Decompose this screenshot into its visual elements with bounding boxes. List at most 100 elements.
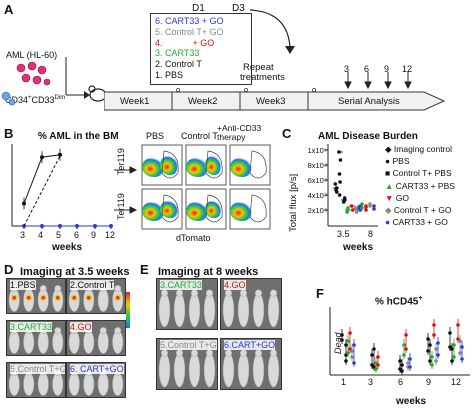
c-xtick-35: 3.5 bbox=[337, 229, 350, 239]
c-legend-item: ▲ CART33 + PBS bbox=[385, 180, 473, 192]
c-legend-marker-icon: ● bbox=[385, 217, 393, 227]
panel-d-letter: D bbox=[4, 262, 13, 277]
c-point bbox=[345, 210, 349, 214]
c-legend-label: CART33 + GO bbox=[393, 217, 448, 227]
treatments-label: treatments bbox=[240, 72, 285, 83]
c-point bbox=[360, 202, 364, 206]
mouse-image-tile: 5.Control T+GO bbox=[156, 338, 218, 390]
panel-e-letter: E bbox=[140, 262, 149, 277]
c-point bbox=[333, 182, 337, 186]
b-xtick-6: 6 bbox=[74, 230, 79, 240]
b-point bbox=[58, 224, 62, 228]
f-xtick-1: 1 bbox=[341, 377, 346, 387]
c-point bbox=[364, 205, 368, 209]
serial-analysis-label: Serial Analysis bbox=[338, 96, 400, 107]
mouse-image-tile: 3.CART33 bbox=[156, 278, 218, 330]
c-legend-label: Control T+ PBS bbox=[393, 168, 452, 178]
b-xtick-3: 3 bbox=[20, 230, 25, 240]
c-xlabel: weeks bbox=[343, 242, 373, 253]
mouse-group-label: 6. CART+GO bbox=[70, 364, 124, 374]
mouse-group-label: 4.GO bbox=[70, 322, 92, 332]
week3-label: Week3 bbox=[256, 96, 285, 107]
week2-label: Week2 bbox=[188, 96, 217, 107]
aml-cells-icon bbox=[12, 60, 52, 88]
treatment-legend-item: 6. CART33 + GO bbox=[155, 16, 251, 27]
c-legend-item: ● CART33 + GO bbox=[385, 216, 473, 228]
c-point bbox=[360, 206, 364, 210]
serial-tick-6: 6 bbox=[364, 64, 369, 74]
flow-col-control-t: Control T bbox=[181, 131, 218, 141]
mouse-image-tile: 5.Control T+GO bbox=[6, 362, 66, 398]
treatment-arrow-icon bbox=[248, 8, 308, 56]
mouse-image-tile: 4.GO bbox=[66, 320, 126, 356]
treatment-legend-item: 2. Control T bbox=[155, 59, 251, 70]
c-legend-marker-icon: ■ bbox=[385, 168, 393, 178]
c-legend-item: ■ Control T+ PBS bbox=[385, 167, 473, 179]
c-point bbox=[338, 180, 342, 184]
mouse-group-label: 5.Control T+GO bbox=[10, 364, 66, 374]
treatment-legend-item: 5. Control T+ GO bbox=[155, 27, 251, 38]
flow-ylabel-1: Ter119 bbox=[116, 148, 126, 175]
f-xtick-3: 3 bbox=[368, 377, 373, 387]
mouse-group-label: 5.Control T+GO bbox=[160, 340, 218, 350]
b-point bbox=[75, 224, 79, 228]
c-point bbox=[343, 196, 347, 200]
panel-a-letter: A bbox=[4, 2, 13, 17]
c-ytick-2e8: 2x10⁸ bbox=[305, 203, 327, 218]
c-point bbox=[342, 200, 346, 204]
panel-c-letter: C bbox=[282, 126, 291, 141]
b-xtick-12: 12 bbox=[105, 230, 115, 240]
serial-tick-3: 3 bbox=[344, 64, 349, 74]
flow-col-pbs: PBS bbox=[146, 131, 164, 141]
c-xtick-8: 8 bbox=[368, 229, 373, 239]
mouse-group-label: 4.GO bbox=[224, 280, 246, 290]
c-legend-item: ◆ Imaging control bbox=[385, 143, 473, 155]
c-legend-marker-icon: ▼ bbox=[385, 193, 396, 203]
mouse-group-label: 3.CART33 bbox=[10, 322, 52, 332]
c-legend-marker-icon: ◆ bbox=[385, 205, 394, 215]
c-yticks: 1x10⁹ 8x10⁸ 6x10⁸ 4x10⁸ 2x10⁸ bbox=[305, 143, 327, 218]
aml-label: AML (HL-60) bbox=[6, 50, 57, 60]
panel-b-letter: B bbox=[4, 126, 13, 141]
flow-xlabel: dTomato bbox=[176, 233, 211, 243]
flow-col-anti-cd33: +Anti-CD33 therapy bbox=[217, 124, 277, 142]
c-legend-item: ◆ Control T + GO bbox=[385, 204, 473, 216]
panel-e-title: Imaging at 8 weeks bbox=[158, 266, 258, 278]
c-point bbox=[368, 204, 372, 208]
c-point bbox=[338, 193, 342, 197]
treatment-groups-legend: 6. CART33 + GO 5. Control T+ GO 4. + GO 3. … bbox=[150, 13, 252, 85]
week1-label: Week1 bbox=[120, 96, 149, 107]
c-legend-marker-icon: ● bbox=[385, 156, 393, 166]
c-point bbox=[338, 172, 342, 176]
c-legend-label: Control T + GO bbox=[394, 205, 452, 215]
mouse-image-tile: 4.GO bbox=[220, 278, 282, 330]
panel-d-title: Imaging at 3.5 weeks bbox=[20, 266, 129, 278]
b-point bbox=[93, 224, 97, 228]
c-ytick-6e8: 6x10⁸ bbox=[305, 173, 327, 188]
mouse-group-label: 3.CART33 bbox=[160, 280, 202, 290]
c-ytick-4e8: 4x10⁸ bbox=[305, 188, 327, 203]
b-xlabel: weeks bbox=[52, 242, 82, 253]
f-dead-label: Dead bbox=[333, 332, 343, 354]
c-legend: ◆ Imaging control ● PBS ■ Control T+ PBS ▲ … bbox=[385, 143, 473, 228]
panel-f-letter: F bbox=[316, 286, 324, 301]
c-point bbox=[372, 207, 376, 211]
mouse-image-tile: 6.CART+GO bbox=[220, 338, 282, 390]
c-ytick-1e9: 1x10⁹ bbox=[305, 143, 327, 158]
mouse-image-tile: 1.PBS bbox=[6, 278, 66, 314]
f-xtick-6: 6 bbox=[398, 377, 403, 387]
c-point bbox=[351, 208, 355, 212]
b-xtick-4: 4 bbox=[38, 230, 43, 240]
c-legend-item: ▼ GO bbox=[385, 192, 473, 204]
b-xtick-5: 5 bbox=[56, 230, 61, 240]
c-point bbox=[339, 158, 343, 162]
treatment-legend-item: 4. + GO bbox=[155, 38, 251, 49]
f-xtick-9: 9 bbox=[426, 377, 431, 387]
mouse-group-label: 1.PBS bbox=[10, 280, 36, 290]
b-xtick-9: 9 bbox=[91, 230, 96, 240]
f-xlabel: weeks bbox=[396, 396, 426, 407]
mouse-image-tile: 2.Control T bbox=[66, 278, 126, 314]
c-legend-marker-icon: ▲ bbox=[385, 181, 396, 191]
c-legend-label: PBS bbox=[393, 156, 410, 166]
b-point bbox=[40, 224, 44, 228]
